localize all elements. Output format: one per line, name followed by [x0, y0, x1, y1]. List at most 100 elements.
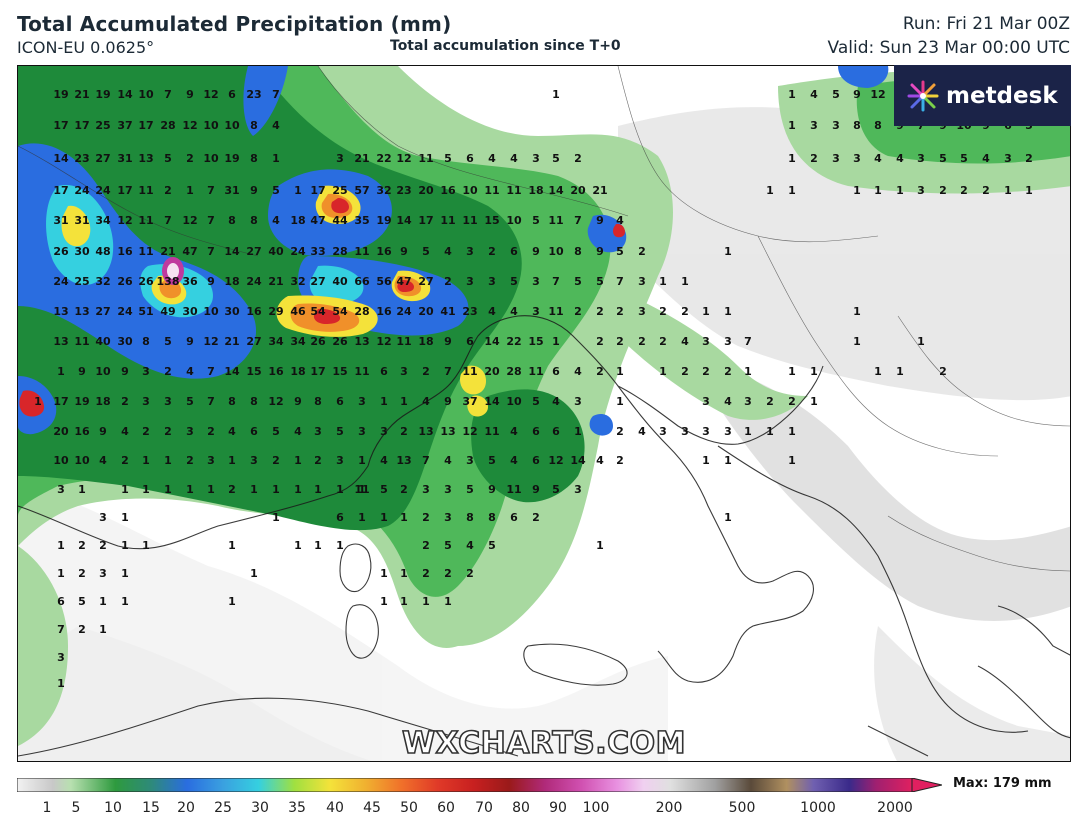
accumulation-value: 27	[310, 275, 325, 288]
accumulation-value: 11	[484, 425, 499, 438]
accumulation-value: 27	[95, 305, 110, 318]
accumulation-value: 7	[574, 214, 582, 227]
accumulation-value: 27	[418, 275, 433, 288]
accumulation-value: 1	[294, 483, 302, 496]
accumulation-value: 13	[138, 152, 153, 165]
accumulation-value: 18	[290, 365, 305, 378]
accumulation-value: 10	[506, 395, 522, 408]
accumulation-value: 16	[268, 365, 284, 378]
accumulation-value: 1	[853, 335, 861, 348]
accumulation-value: 5	[532, 214, 540, 227]
accumulation-value: 3	[358, 425, 366, 438]
accumulation-value: 5	[552, 152, 560, 165]
precipitation-map: 19 21 19 14 10 7 9 12 6 23 7 1 1 4 5 9 12 17 17 25 37 17 28 12 1…	[17, 65, 1071, 762]
accumulation-value: 1	[336, 539, 344, 552]
accumulation-value: 2	[616, 335, 624, 348]
accumulation-value: 3	[422, 483, 430, 496]
accumulation-value: 3	[681, 425, 689, 438]
accumulation-value: 19	[95, 88, 110, 101]
accumulation-value: 3	[724, 335, 732, 348]
accumulation-value: 21	[224, 335, 239, 348]
accumulation-value: 1	[400, 567, 408, 580]
accumulation-value: 2	[422, 539, 430, 552]
accumulation-value: 9	[207, 275, 215, 288]
accumulation-value: 6	[532, 425, 540, 438]
accumulation-value: 1	[616, 365, 624, 378]
accumulation-value: 25	[95, 119, 110, 132]
accumulation-value: 4	[510, 425, 518, 438]
accumulation-value: 29	[268, 305, 283, 318]
accumulation-value: 8	[874, 119, 882, 132]
accumulation-value: 6	[336, 395, 344, 408]
accumulation-value: 7	[444, 365, 452, 378]
accumulation-value: 2	[164, 425, 172, 438]
accumulation-value: 2	[228, 483, 236, 496]
accumulation-value: 20	[53, 425, 69, 438]
accumulation-value: 7	[207, 214, 215, 227]
colorbar-tick: 35	[288, 800, 306, 816]
accumulation-value: 1	[788, 454, 796, 467]
accumulation-value: 8	[250, 152, 258, 165]
accumulation-value: 4	[724, 395, 732, 408]
accumulation-value: 3	[1004, 152, 1012, 165]
accumulation-value: 20	[570, 184, 586, 197]
accumulation-value: 11	[354, 483, 369, 496]
accumulation-value: 36	[182, 275, 198, 288]
accumulation-value: 40	[95, 335, 111, 348]
grey-field-layer	[18, 107, 1070, 761]
accumulation-value: 4	[552, 395, 560, 408]
accumulation-value: 15	[484, 214, 499, 227]
accumulation-value: 3	[142, 365, 150, 378]
accumulation-value: 9	[532, 245, 540, 258]
accumulation-value: 18	[224, 275, 239, 288]
accumulation-value: 3	[99, 511, 107, 524]
accumulation-value: 1	[228, 595, 236, 608]
accumulation-value: 1	[121, 567, 129, 580]
accumulation-value: 1	[766, 425, 774, 438]
accumulation-value: 5	[186, 395, 194, 408]
accumulation-value: 13	[396, 454, 411, 467]
accumulation-value: 4	[99, 454, 107, 467]
accumulation-value: 1	[444, 595, 452, 608]
accumulation-value: 4	[466, 539, 474, 552]
accumulation-value: 3	[574, 483, 582, 496]
accumulation-value: 18	[418, 335, 433, 348]
accumulation-value: 4	[272, 119, 280, 132]
accumulation-value: 22	[506, 335, 521, 348]
accumulation-value: 2	[596, 335, 604, 348]
accumulation-value: 1	[788, 152, 796, 165]
accumulation-value: 21	[592, 184, 607, 197]
accumulation-value: 7	[207, 365, 215, 378]
accumulation-value: 5	[272, 184, 280, 197]
accumulation-value: 14	[117, 88, 133, 101]
accumulation-value: 5	[532, 395, 540, 408]
accumulation-value: 23	[462, 305, 477, 318]
accumulation-value: 3	[724, 425, 732, 438]
accumulation-value: 6	[532, 454, 540, 467]
accumulation-value: 21	[268, 275, 283, 288]
accumulation-value: 32	[290, 275, 305, 288]
colorbar-tick: 40	[326, 800, 344, 816]
accumulation-value: 8	[466, 511, 474, 524]
accumulation-value: 2	[1025, 152, 1033, 165]
accumulation-value: 1	[552, 88, 560, 101]
accumulation-value: 13	[418, 425, 433, 438]
accumulation-value: 17	[53, 119, 68, 132]
accumulation-value: 5	[939, 152, 947, 165]
accumulation-value: 7	[207, 395, 215, 408]
accumulation-value: 34	[95, 214, 111, 227]
accumulation-value: 15	[528, 335, 543, 348]
accumulation-value: 2	[659, 305, 667, 318]
accumulation-value: 28	[506, 365, 521, 378]
accumulation-value: 1	[336, 483, 344, 496]
accumulation-value: 3	[186, 425, 194, 438]
accumulation-value: 32	[95, 275, 110, 288]
accumulation-value: 9	[250, 184, 258, 197]
accumulation-value: 8	[250, 395, 258, 408]
accumulation-value: 1	[874, 184, 882, 197]
accumulation-value: 138	[157, 275, 180, 288]
accumulation-value: 2	[574, 152, 582, 165]
model-label: ICON-EU 0.0625°	[17, 38, 155, 57]
accumulation-value: 1	[810, 395, 818, 408]
